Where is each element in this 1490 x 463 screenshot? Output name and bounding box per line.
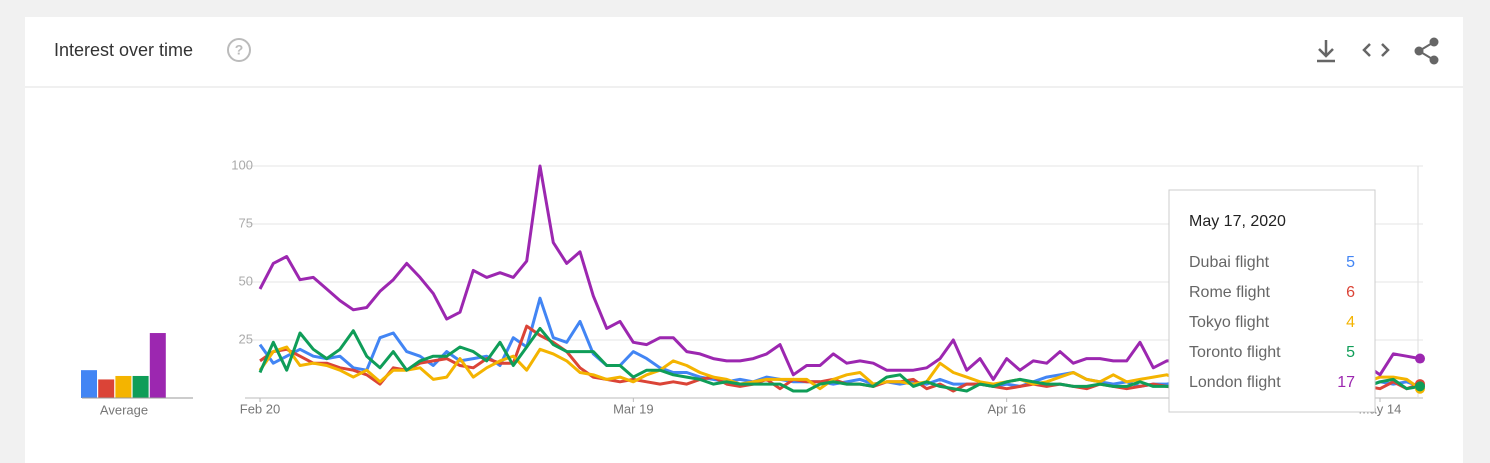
embed-icon[interactable] — [1362, 43, 1390, 57]
y-tick-label: 25 — [239, 331, 253, 346]
average-bar — [132, 375, 149, 398]
average-bar — [115, 375, 132, 398]
help-icon[interactable]: ? — [227, 38, 251, 62]
tooltip-series-name: Dubai flight — [1189, 254, 1270, 271]
tooltip-series-name: Rome flight — [1189, 284, 1270, 301]
x-tick-label: Apr 16 — [988, 401, 1026, 416]
x-tick-label: Feb 20 — [240, 401, 280, 416]
tooltip-value: 17 — [1337, 374, 1355, 391]
average-label: Average — [100, 402, 148, 417]
card-title: Interest over time — [54, 40, 193, 60]
tooltip-series-name: Tokyo flight — [1189, 314, 1270, 331]
svg-text:?: ? — [235, 42, 244, 58]
tooltip-value: 5 — [1346, 344, 1355, 361]
x-tick-label: Mar 19 — [613, 401, 653, 416]
average-bar — [81, 370, 97, 398]
tooltip-value: 6 — [1346, 284, 1355, 301]
average-bar — [98, 379, 115, 398]
share-icon[interactable] — [1414, 37, 1439, 65]
average-bar — [149, 333, 166, 398]
tooltip-value: 4 — [1346, 314, 1355, 331]
hover-point — [1415, 353, 1425, 364]
tooltip-series-name: Toronto flight — [1189, 344, 1281, 361]
tooltip-title: May 17, 2020 — [1189, 213, 1286, 230]
tooltip-series-name: London flight — [1189, 374, 1281, 391]
tooltip: May 17, 2020 Dubai flight 5 Rome flight 6 To… — [1168, 189, 1376, 413]
tooltip-box — [1168, 189, 1376, 413]
y-tick-label: 50 — [239, 273, 253, 288]
y-tick-label: 100 — [231, 157, 253, 172]
download-icon[interactable] — [1317, 40, 1335, 63]
tooltip-value: 5 — [1346, 254, 1355, 271]
y-tick-label: 75 — [239, 215, 253, 230]
hover-point — [1415, 381, 1425, 392]
